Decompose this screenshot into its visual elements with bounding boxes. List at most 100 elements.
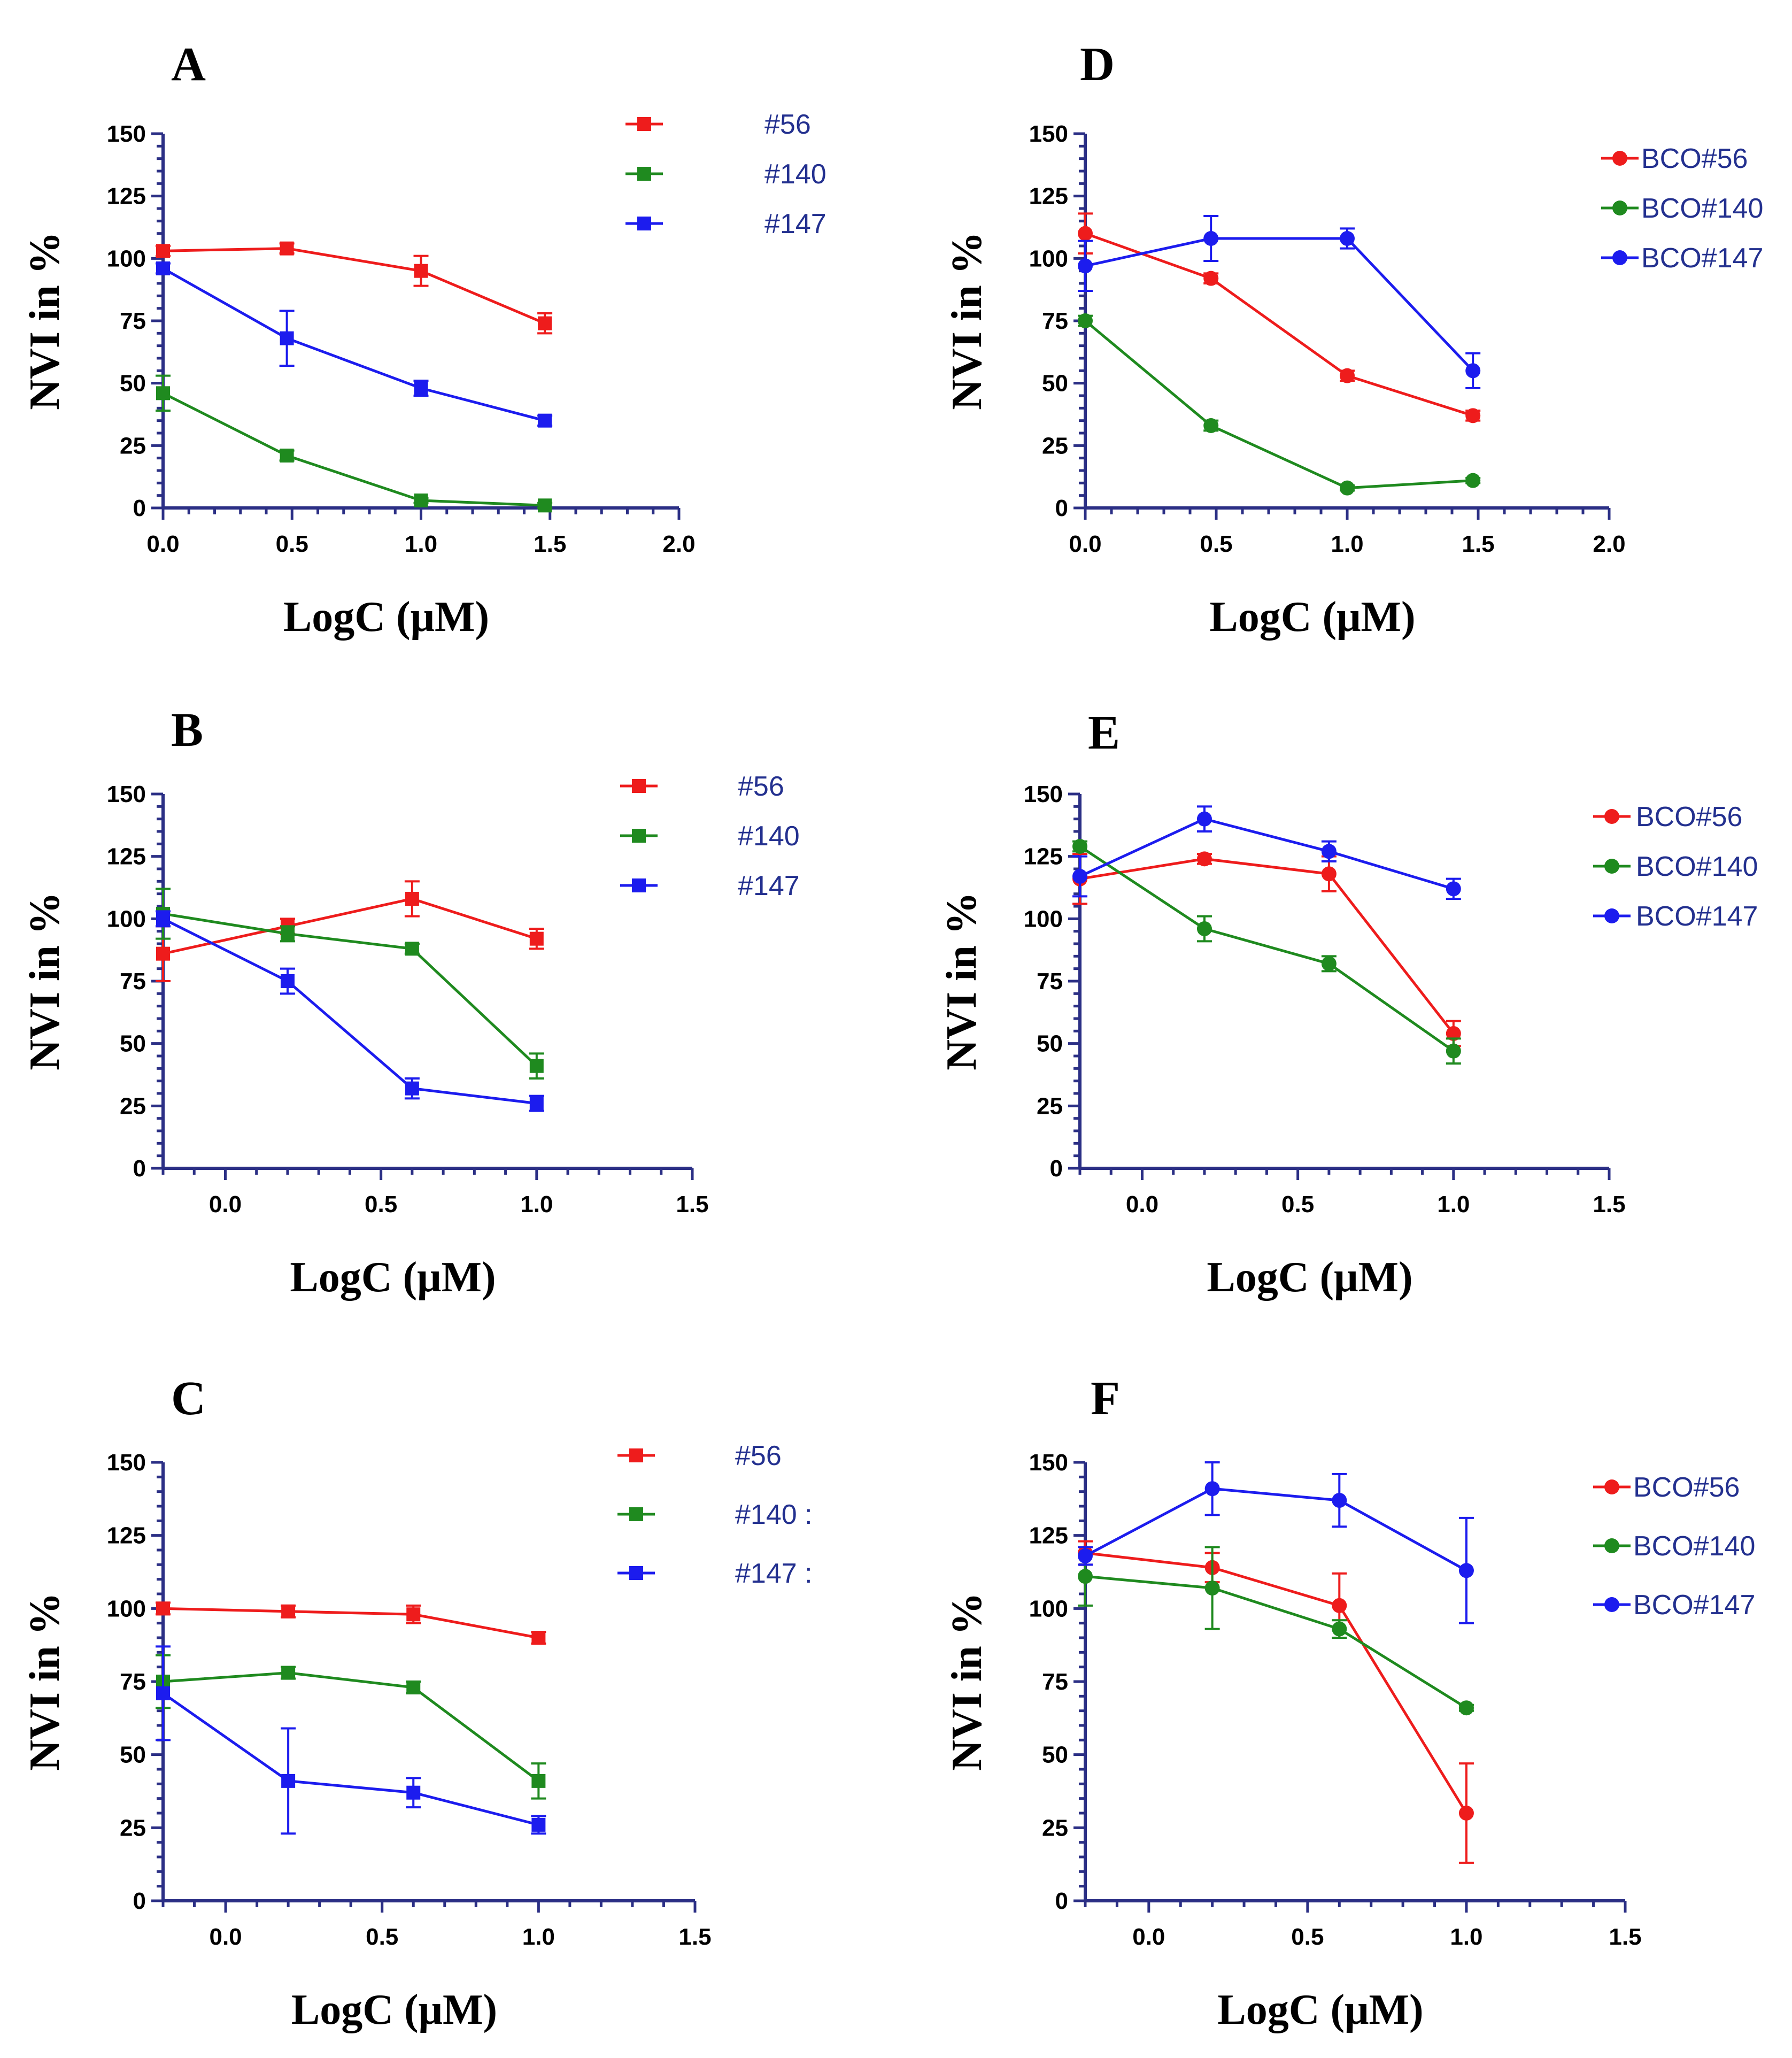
legend-marker — [637, 167, 651, 181]
legend-label: BCO#147 — [1636, 901, 1758, 932]
panel-letter: D — [1080, 38, 1115, 91]
data-point — [1196, 851, 1212, 867]
y-tick-label: 100 — [1029, 245, 1068, 272]
legend-marker — [637, 217, 651, 230]
data-point — [529, 1059, 544, 1073]
legend-entry: BCO#147 — [1593, 1590, 1755, 1621]
series-line — [1084, 320, 1473, 490]
data-point — [406, 1680, 421, 1694]
x-tick-label: 1.0 — [1437, 1191, 1470, 1217]
series-56 — [156, 880, 544, 982]
series-bco56 — [1078, 1540, 1474, 1864]
y-tick-label: 100 — [1024, 906, 1063, 932]
data-point — [1078, 313, 1093, 328]
data-point — [156, 261, 170, 275]
y-tick-label: 100 — [107, 1595, 146, 1622]
data-point — [156, 386, 170, 400]
data-point — [1204, 1481, 1220, 1497]
legend-label: BCO#56 — [1633, 1472, 1740, 1503]
data-point — [414, 494, 428, 507]
panel-a: A 0 25 50 75 100 125 150 0.0 0.5 1.0 1.5 2.0 LogC (μM… — [21, 38, 827, 641]
series-line — [1085, 232, 1473, 417]
y-tick-label: 125 — [1024, 844, 1063, 870]
y-tick-label: 150 — [1029, 121, 1068, 147]
x-axis-title: LogC (μM) — [283, 593, 489, 641]
series-line — [1079, 845, 1455, 1052]
legend-label: BCO#147 — [1641, 243, 1763, 274]
data-point — [281, 1774, 296, 1788]
x-axis-title: LogC (μM) — [290, 1254, 496, 1301]
x-tick-label: 1.0 — [520, 1191, 553, 1217]
data-point — [280, 974, 295, 988]
series-line — [162, 392, 545, 507]
x-tick-label: 1.0 — [1450, 1924, 1482, 1950]
data-point — [1196, 811, 1212, 827]
y-tick-label: 25 — [1042, 1815, 1068, 1841]
series-bco147 — [1072, 805, 1461, 900]
data-point — [1458, 1563, 1474, 1578]
y-tick-label: 0 — [133, 1888, 146, 1914]
legend-label: #147 — [764, 209, 827, 240]
data-point — [1196, 921, 1212, 936]
data-point — [1340, 368, 1355, 383]
x-axis-title: LogC (μM) — [291, 1986, 497, 2033]
legend-entry: BCO#140 — [1593, 1531, 1755, 1562]
panel-f: F 0 25 50 75 100 125 150 0.0 0.5 1.0 1.5 LogC (μM) NV… — [944, 1372, 1755, 2033]
data-point — [1446, 881, 1461, 897]
legend-entry: #147 — [620, 870, 800, 901]
y-tick-label: 50 — [1037, 1031, 1063, 1057]
legend-marker — [629, 1448, 643, 1462]
data-point — [405, 892, 419, 906]
panel-letter: F — [1091, 1372, 1120, 1425]
data-point — [414, 381, 428, 395]
x-tick-label: 1.5 — [534, 531, 566, 557]
y-tick-label: 125 — [107, 183, 146, 210]
legend-label: #140 — [764, 159, 827, 190]
series-line — [1079, 857, 1455, 1035]
y-tick-label: 75 — [120, 308, 146, 334]
data-point — [1332, 1493, 1347, 1508]
x-tick-label: 1.0 — [1331, 531, 1363, 557]
series-bco56 — [1078, 212, 1481, 423]
data-point — [1321, 956, 1337, 972]
data-point — [1203, 271, 1219, 286]
legend-entry: BCO#56 — [1601, 143, 1748, 174]
legend-entry: #140 — [620, 821, 800, 852]
x-tick-label: 1.0 — [405, 531, 437, 557]
y-tick-label: 0 — [1055, 495, 1068, 521]
legend-marker — [629, 1507, 643, 1521]
data-point — [538, 316, 552, 330]
panel-b: B 0 25 50 75 100 125 150 0.0 0.5 1.0 1.5 LogC (μM) NV… — [21, 704, 800, 1301]
y-tick-label: 75 — [120, 968, 146, 995]
data-point — [156, 244, 170, 258]
data-point — [531, 1631, 546, 1645]
data-point — [1321, 844, 1337, 859]
legend-marker — [1604, 809, 1619, 824]
x-tick-label: 0.5 — [365, 1191, 397, 1217]
series-140 — [156, 1654, 546, 1800]
x-tick-label: 2.0 — [1593, 531, 1625, 557]
y-tick-label: 150 — [107, 1450, 146, 1476]
y-tick-label: 0 — [1050, 1155, 1063, 1182]
x-tick-label: 0.0 — [209, 1191, 242, 1217]
data-point — [280, 241, 294, 256]
y-tick-label: 100 — [107, 906, 146, 932]
x-tick-label: 1.5 — [1462, 531, 1494, 557]
series-line — [1085, 1551, 1468, 1814]
legend-entry: #56 — [620, 771, 784, 802]
data-point — [529, 1096, 544, 1111]
series-line — [163, 1607, 539, 1639]
x-axis-title: LogC (μM) — [1209, 593, 1415, 641]
legend-entry: BCO#147 — [1593, 901, 1758, 932]
data-point — [1465, 363, 1481, 379]
data-point — [1465, 473, 1481, 488]
x-tick-label: 0.0 — [1132, 1924, 1165, 1950]
y-tick-label: 50 — [1042, 1742, 1068, 1768]
x-tick-label: 0.5 — [1281, 1191, 1314, 1217]
y-tick-label: 125 — [1029, 1523, 1068, 1549]
data-point — [1465, 408, 1481, 423]
data-point — [156, 1686, 170, 1700]
x-tick-label: 0.0 — [146, 531, 179, 557]
data-point — [281, 1666, 296, 1680]
